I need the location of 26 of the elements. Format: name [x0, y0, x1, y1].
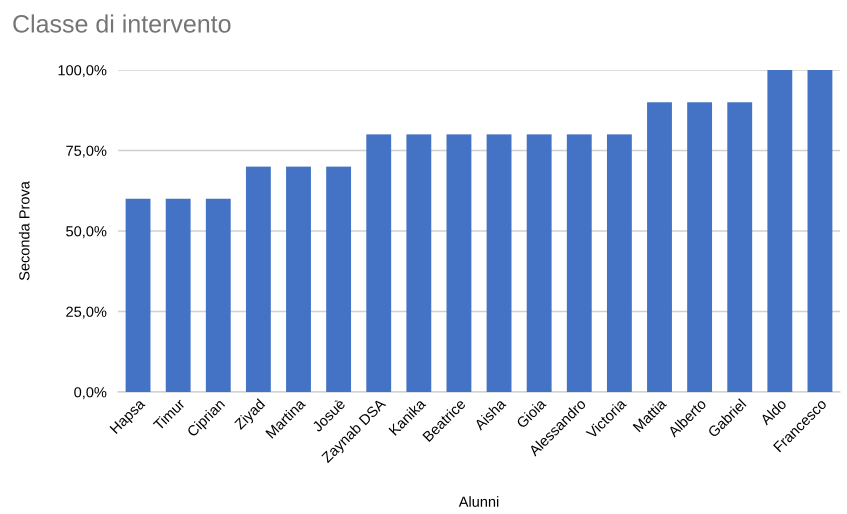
y-tick-label: 50,0%: [66, 226, 106, 238]
bar: [566, 134, 592, 392]
bar: [647, 102, 672, 392]
bar: [286, 166, 311, 392]
y-tick-label: 25,0%: [66, 306, 106, 319]
bar: [326, 166, 352, 392]
y-axis-title: Seconda Prova: [18, 181, 30, 280]
bar: [126, 198, 150, 392]
bar: [206, 198, 231, 392]
bar: [406, 134, 432, 392]
y-tick-label: 100,0%: [58, 65, 106, 78]
bar: [166, 198, 191, 392]
y-tick-label: 0,0%: [74, 387, 106, 400]
chart-title: Classe di intervento: [13, 14, 231, 33]
bar: [486, 134, 512, 392]
x-axis-title: Alunni: [458, 496, 498, 507]
bar: [446, 134, 472, 392]
bar: [687, 102, 712, 392]
bar: [246, 166, 271, 392]
bar: [727, 102, 752, 392]
bar: [366, 134, 392, 392]
bar: [606, 134, 632, 392]
bar: [767, 70, 792, 392]
bar: [526, 134, 552, 392]
bar: [808, 70, 832, 392]
y-tick-label: 75,0%: [66, 146, 106, 158]
